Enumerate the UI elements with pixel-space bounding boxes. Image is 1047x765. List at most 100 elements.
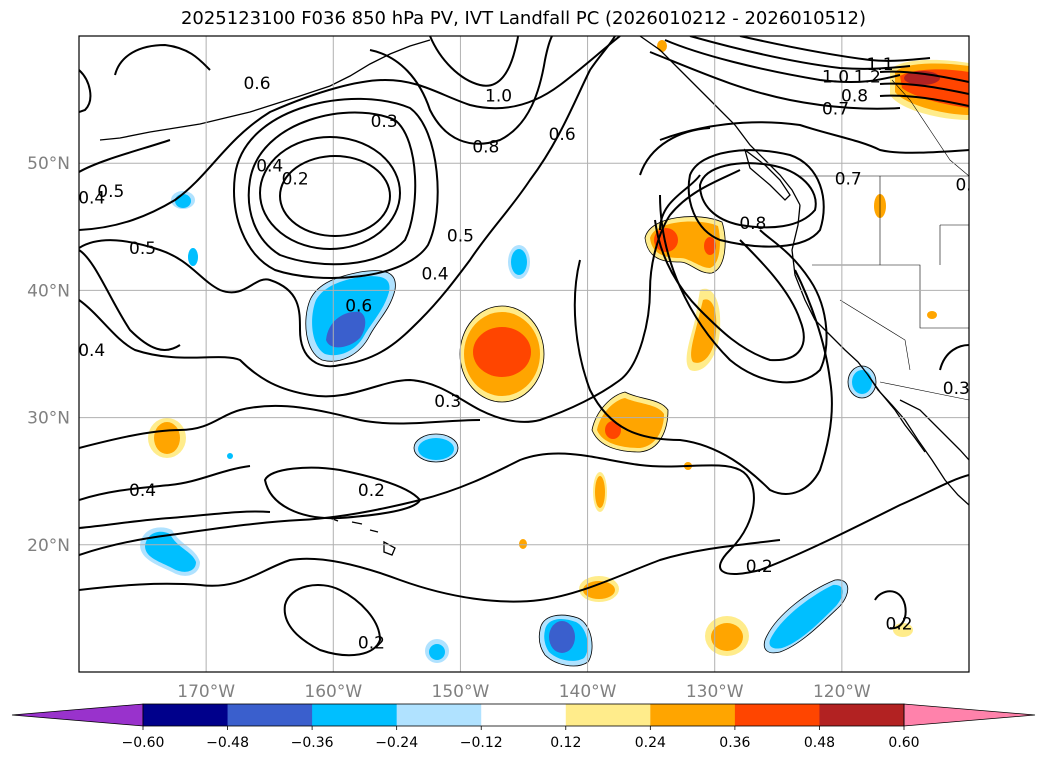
contour-label: 0.6 [243, 74, 270, 94]
colorbar-tick-label: −0.24 [375, 735, 418, 751]
contour-label: 0.3 [371, 112, 398, 132]
pv-contour [247, 111, 417, 266]
positive-anomaly-blob [657, 40, 667, 52]
negative-anomaly-blob [418, 438, 454, 460]
pv-contour [649, 51, 901, 110]
pv-contour [79, 510, 271, 529]
map-title: 2025123100 F036 850 hPa PV, IVT Landfall… [180, 8, 867, 29]
colorbar-frame [142, 703, 905, 727]
contour-label: 0.3 [943, 379, 970, 399]
lat-tick-label: 40°N [27, 281, 70, 301]
contour-label: 1.2 [854, 68, 881, 88]
negative-anomaly-blob [145, 531, 196, 572]
contour-label: 0.2 [746, 557, 773, 577]
negative-anomaly-blob [326, 311, 366, 348]
colorbar-segment [227, 704, 313, 726]
pv-contour [689, 36, 911, 70]
pv-contour [79, 36, 616, 368]
contour-label: 1.0 [485, 87, 512, 107]
positive-anomaly-blob [519, 539, 527, 549]
colorbar-tick-label: −0.36 [291, 735, 334, 751]
pv-contour [874, 590, 907, 630]
colorbar-extend-high [903, 703, 1036, 727]
contour-label: 0.5 [97, 182, 124, 202]
plot-area: 0.60.31.00.40.20.80.60.50.40.50.50.40.60… [78, 36, 982, 672]
contour-label: 0.8 [841, 87, 868, 107]
colorbar-segment [650, 704, 736, 726]
contour-label: 0.3 [434, 392, 461, 412]
pv-contour [739, 36, 931, 62]
contour-label: 0.6 [955, 176, 982, 196]
colorbar-segment [819, 704, 905, 726]
positive-anomaly-blob [473, 327, 531, 377]
pv-contour [233, 97, 439, 279]
pv-contour [698, 162, 817, 229]
longitude-labels: 170°W 160°W 150°W 140°W 130°W 120°W [177, 682, 871, 702]
colorbar-tick-label: −0.48 [206, 735, 249, 751]
pv-contour [263, 466, 422, 520]
contour-label: 0.4 [256, 157, 283, 177]
colorbar-tick-label: 0.36 [719, 735, 750, 751]
negative-anomaly-blob [188, 248, 198, 266]
lon-tick-label: 150°W [432, 682, 490, 702]
positive-anomaly-blob [704, 237, 716, 255]
contour-label: 0.4 [78, 341, 105, 361]
contour-label: 0.2 [282, 169, 309, 189]
lon-tick-label: 120°W [813, 682, 871, 702]
colorbar-tick-label: −0.60 [122, 735, 165, 751]
lat-tick-label: 20°N [27, 536, 70, 556]
colorbar-extend-low [11, 703, 144, 727]
positive-anomaly-blob [605, 421, 621, 439]
contour-label: 1.0 [822, 68, 849, 88]
pv-contour [79, 139, 171, 173]
pv-contour [664, 39, 901, 84]
lon-tick-label: 170°W [177, 682, 235, 702]
contour-label: 0.2 [358, 481, 385, 501]
pv-contour [879, 70, 969, 83]
colorbar-segment [143, 704, 229, 726]
pv-contour [939, 344, 969, 371]
pv-contour [279, 155, 391, 237]
positive-anomaly-blob [711, 623, 743, 651]
colorbar-segment [312, 704, 398, 726]
pv-contour [259, 136, 401, 250]
pv-contour [369, 36, 553, 145]
pv-contours [79, 36, 969, 657]
colorbar-segment [565, 704, 651, 726]
pv-contour [79, 36, 621, 231]
colorbar: −0.60 −0.48 −0.36 −0.24 −0.12 0.12 0.24 0.36 0.4… [11, 703, 1036, 751]
pv-contour [687, 149, 825, 248]
pv-contour [114, 43, 211, 76]
colorbar-segment [481, 704, 567, 726]
positive-anomaly-blob [595, 476, 605, 508]
colorbar-tick-label: 0.60 [888, 735, 919, 751]
colorbar-tick-label: 0.24 [635, 735, 666, 751]
pv-contour [79, 249, 181, 351]
positive-anomaly-blob [691, 299, 717, 363]
contour-label: 0.4 [129, 481, 156, 501]
colorbar-segment [734, 704, 820, 726]
negative-anomaly-blob [769, 584, 843, 649]
contour-label: 0.8 [739, 214, 766, 234]
pv-contour [879, 82, 969, 95]
lat-tick-label: 50°N [27, 154, 70, 174]
pv-contour [79, 69, 92, 113]
pv-contour [879, 94, 969, 107]
pv-contour [79, 404, 481, 449]
political-borders [800, 79, 969, 401]
colorbar-segment [396, 704, 482, 726]
negative-anomaly-blob [549, 621, 575, 653]
contour-label: 1.1 [866, 55, 893, 75]
pv-contour [659, 174, 701, 231]
contour-label: 0.7 [822, 99, 849, 119]
contour-label: 0.6 [345, 296, 372, 316]
contour-labels: 0.60.31.00.40.20.80.60.50.40.50.50.40.60… [78, 55, 982, 654]
contour-label: 0.8 [472, 137, 499, 157]
negative-anomaly-blob [511, 249, 527, 275]
lat-tick-label: 30°N [27, 409, 70, 429]
lon-tick-label: 130°W [686, 682, 744, 702]
negative-anomaly-blob [852, 370, 872, 394]
pv-contour [79, 452, 969, 575]
negative-anomaly-blob [227, 453, 233, 459]
positive-anomaly-blob [154, 422, 180, 454]
